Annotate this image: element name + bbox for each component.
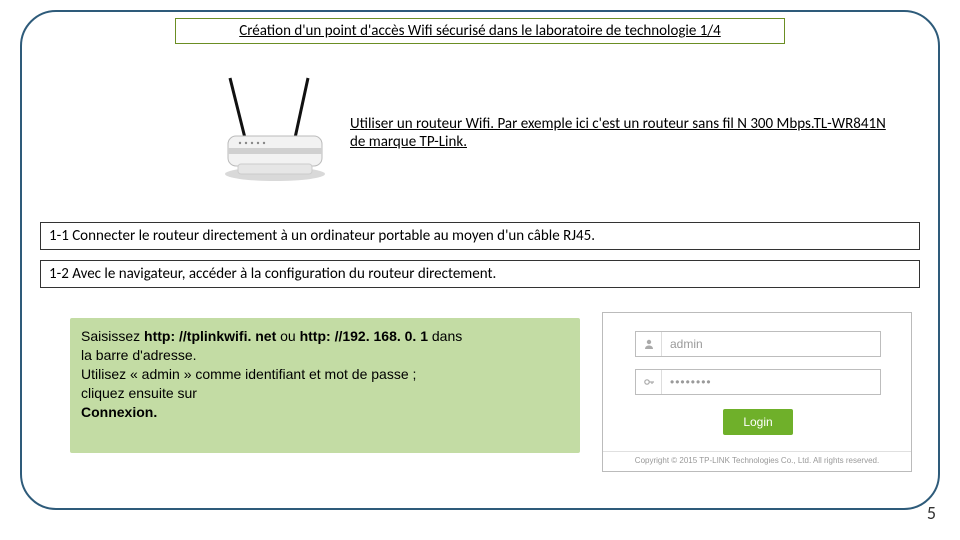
- instr-line1a: Saisissez: [81, 328, 144, 344]
- user-icon: [636, 332, 662, 356]
- router-image: [210, 70, 340, 190]
- instr-url2: http: //192. 168. 0. 1: [300, 328, 428, 344]
- password-masked: ••••••••: [662, 375, 880, 389]
- instr-line5: Connexion.: [81, 404, 157, 420]
- instr-line3: Utilisez « admin » comme identifiant et …: [81, 366, 416, 382]
- username-placeholder: admin: [662, 337, 880, 351]
- instr-line1e: dans: [428, 328, 462, 344]
- page-number: 5: [927, 502, 936, 524]
- login-button[interactable]: Login: [723, 409, 793, 435]
- step-1-2: 1-2 Avec le navigateur, accéder à la con…: [40, 260, 920, 288]
- instructions-box: Saisissez http: //tplinkwifi. net ou htt…: [70, 318, 580, 453]
- login-panel: admin •••••••• Login Copyright © 2015 TP…: [602, 312, 912, 472]
- key-icon: [636, 370, 662, 394]
- step-1-1: 1-1 Connecter le routeur directement à u…: [40, 222, 920, 250]
- page-title: Création d'un point d'accès Wifi sécuris…: [175, 18, 785, 44]
- instr-line2: la barre d'adresse.: [81, 347, 197, 363]
- username-field[interactable]: admin: [635, 331, 881, 357]
- instr-url1: http: //tplinkwifi. net: [144, 328, 276, 344]
- login-footer: Copyright © 2015 TP-LINK Technologies Co…: [603, 451, 911, 465]
- router-description: Utiliser un routeur Wifi. Par exemple ic…: [350, 115, 890, 151]
- instr-line4: cliquez ensuite sur: [81, 385, 197, 401]
- password-field[interactable]: ••••••••: [635, 369, 881, 395]
- instr-line1c: ou: [276, 328, 299, 344]
